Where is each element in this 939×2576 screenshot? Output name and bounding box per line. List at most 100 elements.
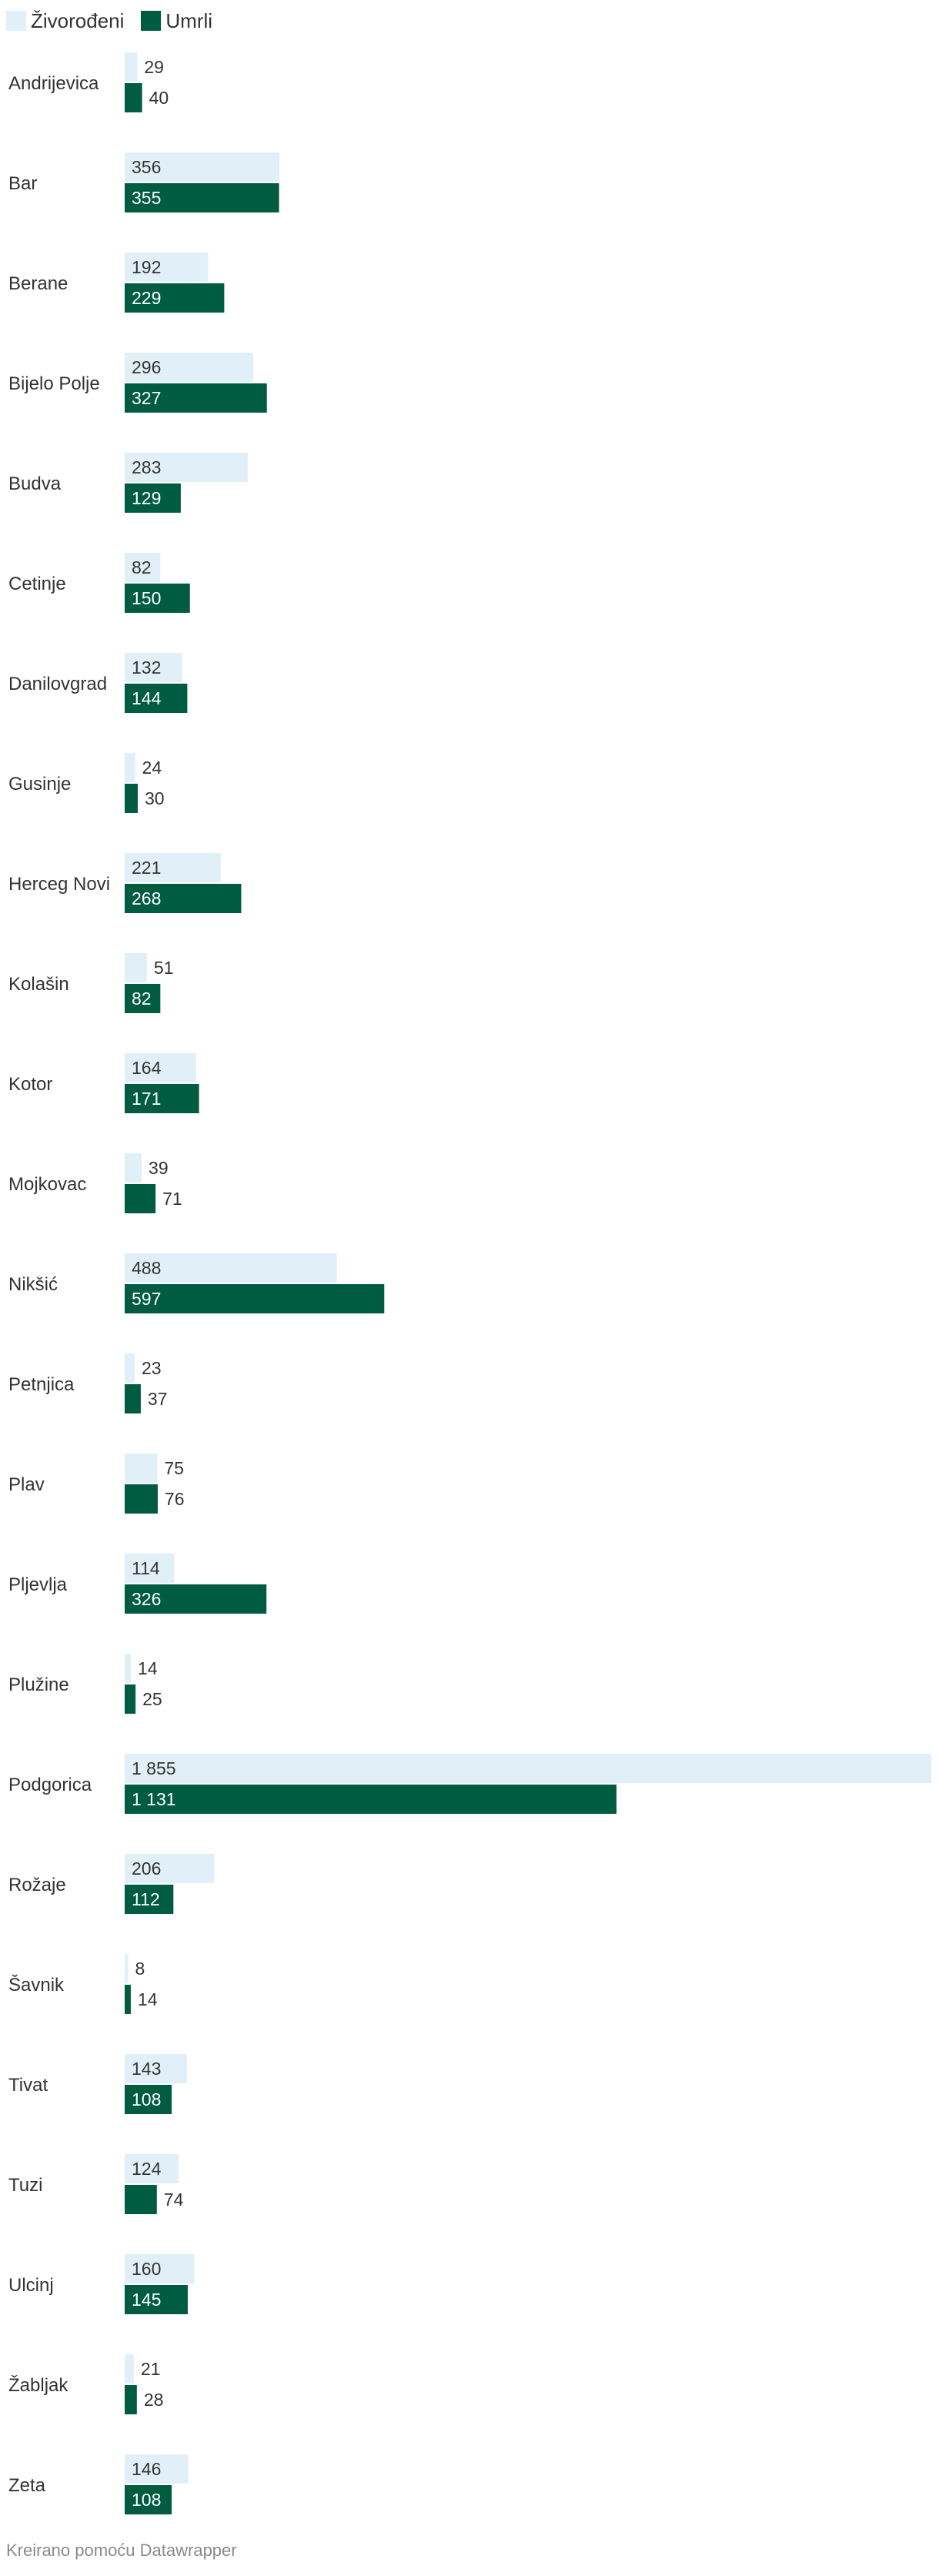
category-label-budva: Budva [8, 473, 62, 494]
bar-umrli-tivat [125, 2085, 172, 2114]
bar-zivorodeni-niksic [125, 1253, 337, 1283]
value-label-umrli-mojkovac: 71 [162, 1189, 182, 1209]
bar-zivorodeni-tivat [125, 2054, 187, 2083]
category-label-podgorica: Podgorica [8, 1775, 92, 1795]
value-label-umrli-zeta: 108 [132, 2490, 161, 2510]
category-label-gusinje: Gusinje [8, 774, 71, 795]
value-label-umrli-bar: 355 [132, 188, 161, 208]
bar-zivorodeni-savnik [125, 1954, 129, 1983]
category-label-savnik: Šavnik [8, 1974, 65, 1996]
value-label-zivorodeni-mojkovac: 39 [149, 1158, 169, 1178]
value-label-zivorodeni-podgorica: 1 855 [132, 1758, 176, 1778]
value-label-zivorodeni-tuzi: 124 [132, 2159, 162, 2179]
legend-swatch-umrli [141, 11, 162, 31]
value-label-zivorodeni-kolasin: 51 [154, 958, 174, 978]
bar-umrli-kotor [125, 1084, 199, 1113]
bar-zivorodeni-zeta [125, 2454, 189, 2484]
category-label-petnjica: Petnjica [8, 1374, 75, 1395]
bar-umrli-zabljak [125, 2385, 137, 2414]
value-label-umrli-podgorica: 1 131 [132, 1789, 176, 1809]
value-label-zivorodeni-herceg-novi: 221 [132, 858, 161, 878]
category-label-andrijevica: Andrijevica [8, 73, 99, 94]
credit-text: Kreirano pomoću Datawrapper [6, 2541, 237, 2560]
bar-umrli-niksic [125, 1284, 385, 1313]
value-label-zivorodeni-zabljak: 21 [141, 2359, 161, 2379]
value-label-zivorodeni-zeta: 146 [132, 2459, 161, 2479]
bar-umrli-petnjica [125, 1384, 141, 1413]
bar-zivorodeni-mojkovac [125, 1153, 142, 1183]
category-label-berane: Berane [8, 273, 68, 294]
value-label-zivorodeni-petnjica: 23 [142, 1358, 162, 1378]
category-label-tivat: Tivat [8, 2075, 48, 2096]
bar-umrli-herceg-novi [125, 884, 242, 913]
value-label-zivorodeni-plav: 75 [164, 1458, 184, 1478]
bar-zivorodeni-ulcinj [125, 2254, 195, 2283]
bar-zivorodeni-zabljak [125, 2354, 134, 2384]
value-label-umrli-kolasin: 82 [132, 989, 152, 1009]
bar-umrli-bar [125, 183, 279, 212]
bar-umrli-kolasin [125, 984, 161, 1013]
bar-umrli-ulcinj [125, 2285, 188, 2314]
bar-umrli-zeta [125, 2485, 172, 2514]
legend-item-umrli: Umrli [141, 9, 212, 33]
category-label-rozaje: Rožaje [8, 1875, 66, 1895]
bar-umrli-pljevlja [125, 1584, 267, 1614]
bar-zivorodeni-petnjica [125, 1353, 135, 1383]
value-label-umrli-petnjica: 37 [148, 1389, 168, 1409]
bar-zivorodeni-plav [125, 1454, 158, 1483]
value-label-zivorodeni-tivat: 143 [132, 2059, 161, 2079]
bar-umrli-plav [125, 1484, 158, 1514]
category-label-ulcinj: Ulcinj [8, 2275, 54, 2296]
bar-zivorodeni-kolasin [125, 953, 147, 982]
value-label-umrli-berane: 229 [132, 288, 161, 308]
value-label-zivorodeni-gusinje: 24 [142, 758, 162, 778]
value-label-umrli-niksic: 597 [132, 1289, 161, 1309]
bar-umrli-danilovgrad [125, 684, 188, 713]
value-label-umrli-zabljak: 28 [144, 2390, 164, 2410]
bar-umrli-cetinje [125, 584, 190, 613]
category-label-kotor: Kotor [8, 1074, 52, 1095]
legend-label-umrli: Umrli [165, 8, 213, 32]
category-label-tuzi: Tuzi [8, 2175, 42, 2196]
value-label-umrli-cetinje: 150 [132, 588, 161, 608]
bar-umrli-gusinje [125, 784, 138, 813]
value-label-zivorodeni-ulcinj: 160 [132, 2259, 161, 2279]
category-label-zabljak: Žabljak [8, 2375, 69, 2396]
legend-swatch-zivorodeni [6, 11, 26, 31]
bar-umrli-tuzi [125, 2185, 157, 2214]
bar-umrli-andrijevica [125, 83, 142, 112]
value-label-zivorodeni-savnik: 8 [135, 1959, 145, 1979]
value-label-zivorodeni-pljevlja: 114 [132, 1558, 160, 1578]
bar-zivorodeni-andrijevica [125, 52, 138, 82]
value-label-umrli-savnik: 14 [138, 1989, 158, 2009]
bar-umrli-bijelo-polje [125, 383, 267, 413]
value-label-zivorodeni-danilovgrad: 132 [132, 657, 161, 677]
value-label-umrli-kotor: 171 [132, 1089, 161, 1109]
value-label-zivorodeni-niksic: 488 [132, 1258, 161, 1278]
value-label-zivorodeni-rozaje: 206 [132, 1858, 161, 1878]
value-label-umrli-andrijevica: 40 [149, 88, 169, 108]
value-label-umrli-danilovgrad: 144 [132, 688, 162, 708]
bar-zivorodeni-tuzi [125, 2154, 179, 2183]
bar-zivorodeni-bijelo-polje [125, 353, 254, 382]
category-label-pluzine: Plužine [8, 1674, 69, 1695]
value-label-umrli-pluzine: 25 [142, 1689, 162, 1709]
value-label-umrli-pljevlja: 326 [132, 1589, 161, 1609]
bar-zivorodeni-pluzine [125, 1654, 131, 1683]
value-label-umrli-herceg-novi: 268 [132, 888, 161, 908]
value-label-zivorodeni-berane: 192 [132, 257, 161, 277]
category-label-mojkovac: Mojkovac [8, 1174, 86, 1195]
bar-zivorodeni-pljevlja [125, 1554, 175, 1583]
bar-zivorodeni-gusinje [125, 753, 135, 782]
bar-zivorodeni-berane [125, 253, 209, 282]
bar-umrli-mojkovac [125, 1184, 156, 1213]
value-label-umrli-ulcinj: 145 [132, 2290, 161, 2310]
category-label-niksic: Nikšić [8, 1274, 58, 1295]
legend-item-zivorodeni: Živorođeni [6, 9, 124, 33]
bar-zivorodeni-bar [125, 152, 280, 182]
category-label-kolasin: Kolašin [8, 974, 69, 995]
bar-zivorodeni-kotor [125, 1053, 196, 1082]
legend-label-zivorodeni: Živorođeni [31, 8, 125, 32]
value-label-zivorodeni-bar: 356 [132, 157, 161, 177]
